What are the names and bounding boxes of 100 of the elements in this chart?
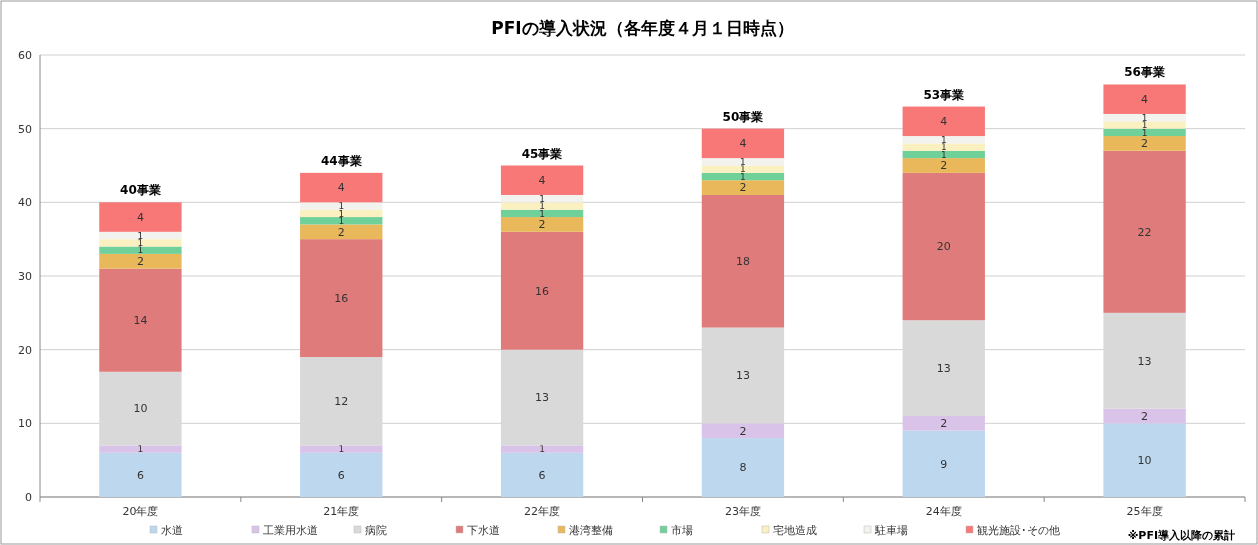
total-label: 40事業 [120,183,161,198]
legend-label: 港湾整備 [569,524,613,537]
data-label: 1 [137,444,144,455]
bar [1103,121,1186,129]
bar [99,246,182,254]
data-label: 12 [334,395,349,409]
total-label: 53事業 [923,87,965,102]
bar [902,136,985,144]
bar [902,143,985,151]
bar [701,180,785,195]
bar [701,194,785,328]
bar [99,253,182,269]
bar [300,172,383,203]
bar [1103,113,1186,122]
bar [300,445,383,453]
legend-label: 観光施設･その他 [977,524,1060,537]
data-label: 2 [538,218,546,232]
data-label: 4 [538,174,546,188]
bar [500,194,584,203]
data-label: 1 [539,193,545,204]
x-tick-label: 25年度 [1126,505,1163,518]
bar [500,217,584,232]
data-label: 18 [735,255,750,269]
y-tick-label: 40 [18,196,32,210]
data-label: 13 [936,361,951,375]
bar [500,445,584,453]
bar [1103,84,1186,114]
data-label: 4 [739,137,747,151]
data-label: 1 [338,444,345,455]
data-label: 9 [940,457,948,471]
y-tick-label: 60 [18,49,32,62]
data-label: 1 [539,444,545,455]
x-tick-label: 22年度 [524,505,561,518]
data-label: 2 [1141,137,1149,151]
data-label: 2 [940,159,948,173]
bar [701,438,785,497]
total-label: 45事業 [521,146,563,161]
bar [99,445,182,453]
bar [1103,150,1186,313]
data-label: 16 [535,284,550,298]
bar [99,268,182,372]
bar [902,415,985,431]
data-label: 1 [740,156,746,167]
data-label: 1 [137,230,144,241]
bar [1103,128,1186,137]
bar [300,452,383,497]
legend-label: 工業用水道 [263,524,318,537]
bar [902,430,985,497]
bar [500,231,584,350]
data-label: 13 [1137,354,1152,368]
bar [1103,136,1186,151]
data-label: 4 [1141,93,1149,107]
y-tick-label: 30 [18,270,32,283]
data-label: 4 [136,210,144,224]
bar [701,128,785,159]
data-label: 2 [1141,409,1149,423]
total-label: 50事業 [722,109,764,124]
y-tick-label: 20 [18,343,32,357]
data-label: 2 [739,181,747,195]
data-label: 2 [337,225,345,239]
total-label: 44事業 [320,153,362,168]
legend-label: 駐車場 [874,524,908,537]
data-label: 16 [334,291,349,305]
data-label: 20 [936,240,951,254]
legend-label: 病院 [365,524,387,537]
bar [500,209,584,218]
bar [1103,408,1186,424]
bar [99,202,182,232]
bar [300,209,383,218]
data-label: 10 [133,402,148,416]
bar [701,165,785,173]
bar [902,172,985,321]
data-label: 13 [535,391,550,405]
data-label: 2 [940,417,948,431]
bar [99,231,182,240]
legend-label: 下水道 [467,524,500,537]
bar [500,452,584,497]
text: ※PFI導入以降の累計 [1127,529,1235,542]
data-label: 14 [133,314,148,328]
bar [300,224,383,240]
bar [902,106,985,137]
bar [902,150,985,159]
bar [701,172,785,181]
chart-title: PFIの導入状況（各年度４月１日時点） [491,18,794,38]
data-label: 1 [940,134,947,145]
x-tick-label: 24年度 [925,505,962,518]
bar [701,423,785,439]
data-label: 4 [940,115,948,129]
data-label: 4 [337,181,345,195]
bar [1103,423,1186,497]
data-label: 1 [137,245,144,256]
bar [300,202,383,210]
bar [701,158,785,166]
data-label: 2 [136,255,144,269]
legend-label: 市場 [671,524,693,537]
total-label: 56事業 [1124,65,1165,80]
bar [300,239,383,358]
data-label: 10 [1137,454,1152,468]
x-tick-label: 23年度 [724,505,761,518]
data-label: 2 [739,424,747,438]
